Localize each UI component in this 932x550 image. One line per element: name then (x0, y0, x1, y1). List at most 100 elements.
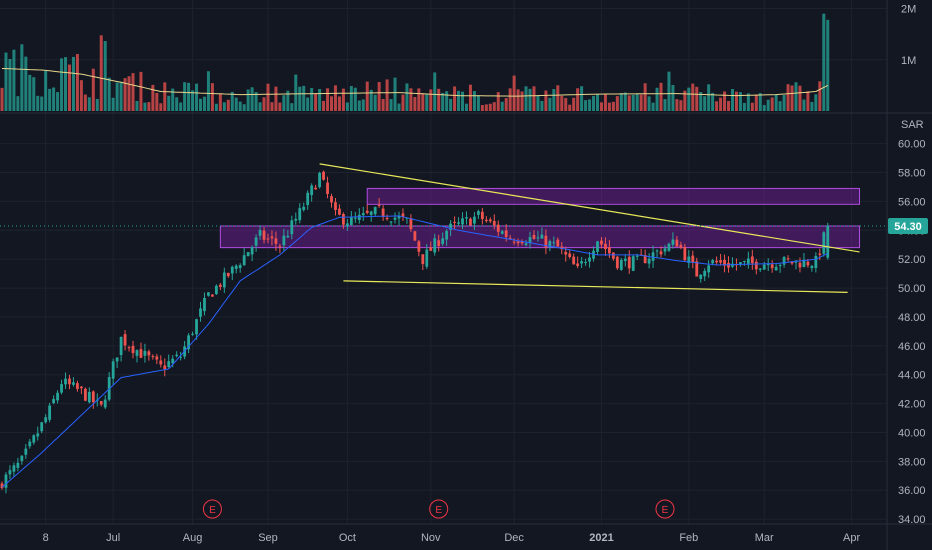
candle-body (695, 261, 699, 277)
volume-bar (274, 86, 278, 111)
candle-body (207, 292, 210, 296)
volume-bar (143, 102, 147, 111)
volume-bar (361, 99, 365, 111)
candle-body (274, 238, 278, 244)
candle-body (111, 361, 115, 379)
volume-bar (548, 97, 552, 111)
volume-bar (405, 83, 409, 111)
candle-body (175, 354, 179, 357)
volume-bar (135, 100, 139, 111)
volume-bar (794, 82, 798, 111)
price-tick-label: 36.00 (898, 485, 926, 497)
volume-bar (675, 99, 679, 111)
volume-bar (397, 103, 401, 111)
volume-bar (433, 72, 437, 111)
candle-body (707, 265, 711, 273)
candle-body (357, 214, 361, 221)
volume-bar (754, 94, 758, 111)
trendlines (319, 163, 860, 293)
candle-body (32, 435, 36, 443)
candle-body (203, 297, 206, 312)
earnings-marker[interactable]: E (655, 499, 675, 519)
volume-bar (441, 92, 445, 111)
candle-body (36, 433, 40, 437)
volume-bar (202, 96, 206, 111)
candle-body (588, 257, 591, 262)
earnings-marker[interactable]: E (202, 499, 222, 519)
volume-bar (28, 74, 32, 111)
candle-body (711, 260, 715, 264)
volume-bar (758, 93, 762, 111)
volume-bar (159, 103, 163, 111)
volume-bar (12, 49, 16, 111)
volume-bar (36, 95, 40, 111)
price-moving-average (1, 215, 829, 488)
time-axis[interactable]: 8 Jul Aug Sep Oct Nov Dec 2021 Feb Mar Apr (43, 532, 861, 544)
volume-bar (187, 82, 191, 111)
volume-bar (393, 77, 397, 111)
volume-bar (596, 93, 599, 111)
candle-body (524, 243, 528, 246)
volume-bar (294, 74, 298, 111)
volume-tick-label: 2M (901, 4, 916, 16)
price-axis[interactable]: SAR 60.0058.0056.0054.0052.0050.0048.004… (898, 119, 926, 526)
volume-bar (99, 35, 103, 111)
candle-body (381, 208, 385, 217)
volume-bar (52, 87, 56, 111)
candle-body (746, 258, 750, 264)
price-tick-label: 50.00 (898, 283, 926, 295)
candle-body (532, 235, 536, 239)
candle-body (242, 255, 246, 266)
volume-bar (778, 101, 782, 111)
candle-body (667, 243, 671, 251)
earnings-marker-label: E (662, 505, 669, 516)
volume-bar (67, 64, 71, 111)
earnings-marker-circle (655, 499, 675, 519)
candle-body (655, 250, 659, 252)
volume-bar (302, 85, 306, 111)
candle-body (750, 256, 754, 264)
price-tick-label: 60.00 (898, 139, 926, 151)
candle-body (103, 399, 107, 408)
volume-bar (210, 83, 214, 111)
candle-body (461, 218, 464, 225)
volume-bar (222, 102, 226, 111)
candle-body (91, 391, 95, 403)
volume-bar (520, 91, 524, 111)
candle-body (349, 217, 353, 225)
last-price-tag: 54.30 (888, 217, 928, 234)
volume-bar (127, 76, 131, 111)
time-tick-label: Nov (421, 532, 441, 544)
candle-body (214, 285, 218, 295)
candle-body (826, 225, 830, 258)
volume-bar (206, 71, 210, 111)
candle-body (619, 259, 623, 270)
volume-bar (318, 88, 322, 111)
volume-bar (381, 99, 385, 111)
volume-bar (464, 103, 468, 111)
volume-bar (453, 86, 457, 111)
candle-body (99, 401, 103, 405)
volume-axis[interactable]: 2M 1M (901, 4, 916, 67)
candle-body (8, 470, 12, 475)
earnings-marker-circle (202, 499, 222, 519)
volume-grid (0, 8, 887, 61)
volume-bar (496, 92, 500, 111)
candle-body (508, 237, 512, 239)
volume-bar (802, 99, 806, 111)
candle-body (314, 187, 318, 190)
candle-body (719, 260, 722, 263)
candle-body (266, 238, 270, 240)
candle-body (143, 350, 147, 356)
candle-body (766, 263, 770, 266)
volume-bar (532, 86, 536, 111)
candle-body (441, 238, 445, 244)
volume-bar (647, 96, 651, 111)
earnings-marker[interactable]: E (429, 499, 449, 519)
candle-body (699, 274, 703, 279)
candle-body (282, 235, 286, 246)
volume-bar (500, 101, 504, 111)
time-tick-label: Apr (843, 532, 860, 544)
